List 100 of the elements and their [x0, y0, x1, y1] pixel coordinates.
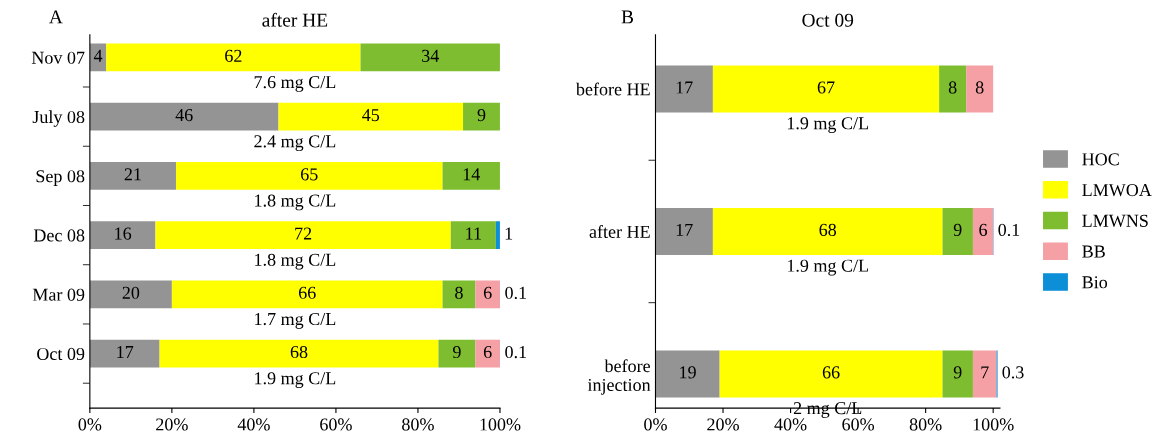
- data-label: 21: [124, 168, 141, 181]
- data-label: 8: [948, 81, 957, 94]
- bar: [442, 161, 500, 190]
- data-label: 72: [295, 227, 312, 240]
- bar: [655, 350, 720, 398]
- bar: [942, 350, 973, 398]
- y-tick-label: before injection: [587, 359, 651, 395]
- bar: [155, 221, 451, 250]
- data-label: 6: [483, 345, 492, 359]
- text: B: [621, 10, 634, 24]
- data-label: 6: [483, 286, 492, 299]
- bar: [89, 339, 160, 368]
- bar: [939, 65, 967, 113]
- bar: [719, 350, 943, 398]
- annotation: 1.8 mg C/L: [255, 253, 336, 270]
- data-label: 46: [175, 109, 193, 122]
- annotation: 1.9 mg C/L: [255, 372, 336, 389]
- x-tick-label: 0%: [78, 418, 102, 431]
- annotation: 1.8 mg C/L: [255, 194, 336, 211]
- bar: [442, 280, 476, 309]
- data-label: 20: [122, 286, 140, 299]
- data-label: 9: [953, 223, 962, 236]
- chart-title: after HE: [262, 12, 328, 27]
- bar: [655, 65, 713, 113]
- y-tick-label: July 08: [32, 110, 85, 127]
- bar: [438, 339, 476, 368]
- y-tick-label: Dec 08: [33, 229, 85, 242]
- data-label: 17: [117, 346, 134, 358]
- legend-label: Bio: [1082, 276, 1108, 289]
- bar: [171, 280, 443, 309]
- data-label: 67: [817, 81, 835, 94]
- data-label: 17: [676, 81, 693, 94]
- bar: [89, 280, 172, 309]
- x-tick-label: 100%: [973, 418, 1014, 431]
- x-tick-label: 40%: [237, 418, 270, 431]
- legend-label: BB: [1082, 245, 1105, 258]
- x-tick-label: 0%: [644, 418, 667, 431]
- data-label: 66: [298, 286, 316, 299]
- x-tick-label: 80%: [909, 418, 942, 431]
- data-label: 0.1: [505, 345, 527, 359]
- x-tick-label: 60%: [842, 418, 875, 431]
- data-label: 68: [290, 345, 308, 359]
- bar: [278, 102, 464, 131]
- data-label: 45: [362, 109, 380, 122]
- x-tick-label: 60%: [320, 418, 352, 431]
- data-label: 9: [452, 345, 461, 359]
- bar: [463, 102, 500, 131]
- annotation: 1.9 mg C/L: [787, 259, 869, 276]
- y-tick-label: Oct 09: [37, 347, 85, 361]
- legend-label: LMWOA: [1082, 183, 1152, 197]
- annotation: 2.4 mg C/L: [254, 135, 336, 152]
- x-tick-label: 40%: [774, 418, 807, 431]
- data-label: 34: [422, 49, 439, 62]
- bar: [450, 221, 496, 250]
- data-label: 4: [93, 49, 103, 62]
- bar: [89, 221, 156, 250]
- data-label: 0.3: [1002, 366, 1024, 379]
- bar: [175, 161, 443, 190]
- legend-label: LMWNS: [1082, 214, 1148, 227]
- data-label: 68: [819, 223, 837, 236]
- bar: [712, 207, 943, 255]
- data-label: 11: [466, 227, 481, 240]
- data-label: 8: [975, 81, 984, 94]
- data-label: 14: [463, 168, 481, 181]
- data-label: 7: [981, 366, 989, 379]
- data-label: 9: [953, 366, 962, 379]
- annotation: 7.6 mg C/L: [254, 76, 336, 92]
- x-tick-label: 100%: [480, 418, 521, 431]
- chart-title: Oct 09: [802, 13, 854, 27]
- bar: [966, 65, 994, 113]
- bar: [712, 65, 940, 113]
- y-tick-label: before HE: [575, 82, 650, 96]
- data-label: 8: [455, 286, 463, 299]
- annotation: 1.9 mg C/L: [787, 117, 869, 134]
- bar: [655, 207, 713, 255]
- data-label: 66: [822, 366, 840, 379]
- data-label: 0.1: [505, 286, 527, 299]
- bar: [972, 207, 994, 255]
- data-label: 19: [680, 366, 696, 379]
- y-tick-label: Sep 08: [36, 170, 85, 186]
- annotation: 1.7 mg C/L: [255, 312, 336, 329]
- data-label: 17: [676, 223, 693, 236]
- y-tick-label: Mar 09: [32, 288, 85, 301]
- x-tick-label: 20%: [156, 418, 188, 431]
- x-tick-label: 20%: [707, 418, 739, 431]
- bar: [159, 339, 439, 368]
- bar: [942, 207, 973, 255]
- x-tick-label: 80%: [402, 418, 434, 431]
- data-label: 16: [115, 227, 132, 240]
- data-label: 6: [979, 223, 988, 236]
- bar: [475, 339, 500, 368]
- bar: [972, 350, 997, 398]
- data-label: 9: [477, 109, 486, 122]
- bar: [475, 280, 500, 309]
- data-label: 65: [301, 168, 318, 181]
- y-tick-label: Nov 07: [31, 51, 85, 64]
- y-tick-label: after HE: [589, 225, 650, 238]
- bar: [89, 161, 176, 190]
- data-label: 1: [505, 227, 513, 240]
- data-label: 62: [225, 49, 242, 62]
